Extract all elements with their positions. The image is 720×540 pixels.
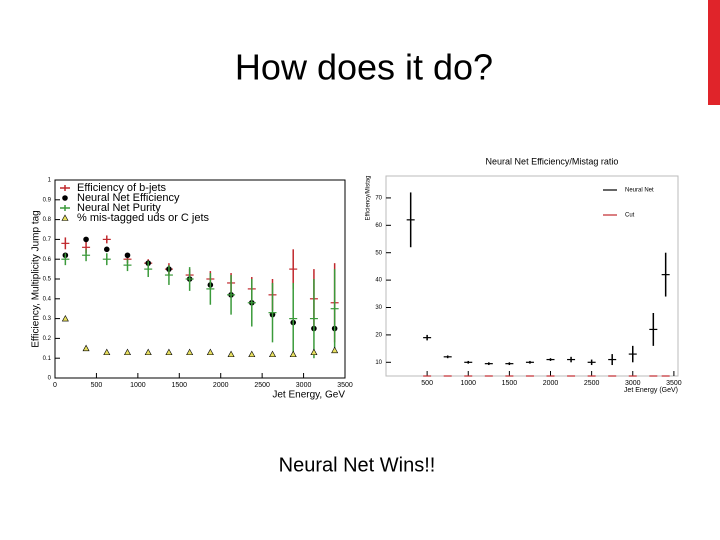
y-tick-label: 60 — [375, 223, 382, 229]
y-tick-label: 0.7 — [43, 237, 52, 243]
y-tick-label: 50 — [375, 250, 382, 256]
y-tick-label: 0.1 — [43, 356, 52, 362]
point — [144, 348, 152, 356]
legend-label: Efficiency of b-jets — [77, 182, 167, 194]
legend-label: Neural Net — [625, 188, 654, 194]
x-tick-label: 2000 — [213, 382, 229, 389]
x-tick-label: 1000 — [460, 380, 476, 387]
legend-label: Neural Net Efficiency — [77, 192, 180, 204]
x-tick-label: 3000 — [296, 382, 312, 389]
y-tick-label: 0.6 — [43, 257, 52, 263]
x-tick-label: 3500 — [666, 380, 682, 387]
point — [248, 350, 256, 358]
x-tick-label: 2000 — [543, 380, 559, 387]
legend-label: Cut — [625, 213, 635, 219]
x-tick-label: 2500 — [254, 382, 270, 389]
y-axis-label: Efficiency/Mistag — [366, 176, 372, 221]
y-tick-label: 20 — [375, 332, 382, 338]
accent-bar — [708, 0, 720, 105]
chart-title: Neural Net Efficiency/Mistag ratio — [486, 156, 619, 166]
x-axis-label: Jet Energy, GeV — [272, 390, 345, 401]
point — [310, 348, 318, 356]
y-tick-label: 40 — [375, 278, 382, 284]
point — [227, 350, 235, 358]
caption: Neural Net Wins!! — [279, 454, 436, 476]
x-tick-label: 500 — [91, 382, 103, 389]
legend-label: Neural Net Purity — [77, 202, 161, 214]
y-tick-label: 30 — [375, 305, 382, 311]
y-axis-label: Efficiency, Multiplicity Jump tag — [31, 210, 42, 347]
point — [289, 350, 297, 358]
point — [124, 252, 131, 259]
y-tick-label: 1 — [48, 178, 52, 184]
legend-label: % mis-tagged uds or C jets — [77, 212, 210, 224]
legend-swatch — [62, 195, 68, 201]
x-axis-label: Jet Energy (GeV) — [624, 387, 678, 394]
x-tick-label: 500 — [421, 380, 433, 387]
y-tick-label: 0.8 — [43, 217, 52, 223]
y-tick-label: 0 — [48, 376, 52, 382]
y-tick-label: 0.2 — [43, 336, 52, 342]
point — [186, 348, 194, 356]
y-tick-label: 0.9 — [43, 197, 52, 203]
y-tick-label: 70 — [375, 195, 382, 201]
point — [206, 348, 214, 356]
point — [61, 314, 69, 322]
x-tick-label: 2500 — [584, 380, 600, 387]
point — [331, 346, 339, 354]
x-tick-label: 1500 — [502, 380, 518, 387]
y-tick-label: 10 — [375, 360, 382, 366]
x-tick-label: 0 — [53, 382, 57, 389]
y-tick-label: 0.5 — [43, 277, 52, 283]
x-tick-label: 3000 — [625, 380, 641, 387]
point — [268, 350, 277, 358]
legend-swatch — [60, 185, 70, 191]
slide-title: How does it do? — [235, 47, 493, 88]
legend-swatch — [61, 214, 69, 221]
x-tick-label: 1500 — [171, 382, 187, 389]
y-tick-label: 0.3 — [43, 316, 52, 322]
y-tick-label: 0.4 — [43, 296, 52, 302]
point — [83, 236, 89, 243]
point — [123, 348, 132, 356]
x-tick-label: 1000 — [130, 382, 146, 389]
x-tick-label: 3500 — [337, 382, 353, 389]
point — [82, 344, 90, 352]
point — [165, 348, 173, 356]
point — [103, 246, 110, 253]
point — [103, 348, 111, 356]
legend-swatch — [60, 205, 70, 211]
